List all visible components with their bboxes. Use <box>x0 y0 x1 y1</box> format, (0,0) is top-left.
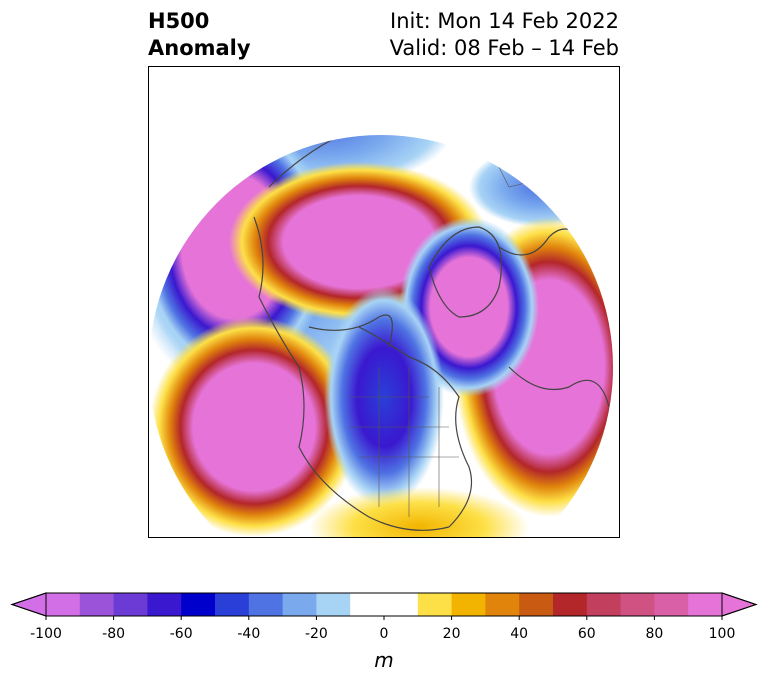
colorbar <box>10 592 758 620</box>
init-date: Init: Mon 14 Feb 2022 <box>390 9 619 33</box>
colorbar-segment <box>620 593 655 616</box>
colorbar-extend-max <box>721 592 758 617</box>
colorbar-segment <box>350 593 385 616</box>
colorbar-unit-label: m <box>374 648 394 672</box>
title-variable: H500 <box>148 9 210 33</box>
colorbar-segment <box>181 593 216 616</box>
colorbar-tick-label: 100 <box>708 626 736 642</box>
title-left: H500 Anomaly <box>148 8 251 62</box>
colorbar-tick-label: 0 <box>379 626 389 642</box>
colorbar-tick-label: -60 <box>169 626 193 642</box>
title-right: Init: Mon 14 Feb 2022 Valid: 08 Feb – 14… <box>390 8 619 62</box>
colorbar-segment <box>215 593 250 616</box>
colorbar-segment <box>147 593 182 616</box>
colorbar-tick-label: -100 <box>30 626 62 642</box>
anomaly-field <box>149 135 613 537</box>
colorbar-segment <box>248 593 284 616</box>
colorbar-tick-label: 80 <box>645 626 664 642</box>
colorbar-segment <box>451 593 486 616</box>
colorbar-tick-label: 60 <box>577 626 596 642</box>
colorbar-segment <box>417 593 453 616</box>
colorbar-segment <box>384 593 419 616</box>
colorbar-segment <box>519 593 554 616</box>
colorbar-tick-label: 20 <box>442 626 461 642</box>
colorbar-extend-min <box>10 592 47 617</box>
colorbar-segment <box>553 593 588 616</box>
title-type: Anomaly <box>148 36 251 60</box>
colorbar-segment <box>688 593 723 616</box>
colorbar-tick-label: -20 <box>304 626 328 642</box>
positive-anomaly-western-na <box>149 317 359 537</box>
coastlines <box>253 135 610 531</box>
colorbar-tick-label: 40 <box>510 626 529 642</box>
colorbar-segment <box>282 593 317 616</box>
colorbar-tick-label: -80 <box>102 626 126 642</box>
colorbar-segment <box>113 593 148 616</box>
colorbar-segment <box>46 593 81 616</box>
colorbar-segment <box>485 593 520 616</box>
anomaly-map <box>148 66 620 538</box>
colorbar-segment <box>316 593 351 616</box>
colorbar-segment <box>586 593 622 616</box>
colorbar-segment <box>654 593 689 616</box>
polar-map-svg <box>149 135 613 537</box>
colorbar-tick-label: -40 <box>237 626 261 642</box>
valid-range: Valid: 08 Feb – 14 Feb <box>389 36 619 60</box>
colorbar-segment <box>79 593 115 616</box>
